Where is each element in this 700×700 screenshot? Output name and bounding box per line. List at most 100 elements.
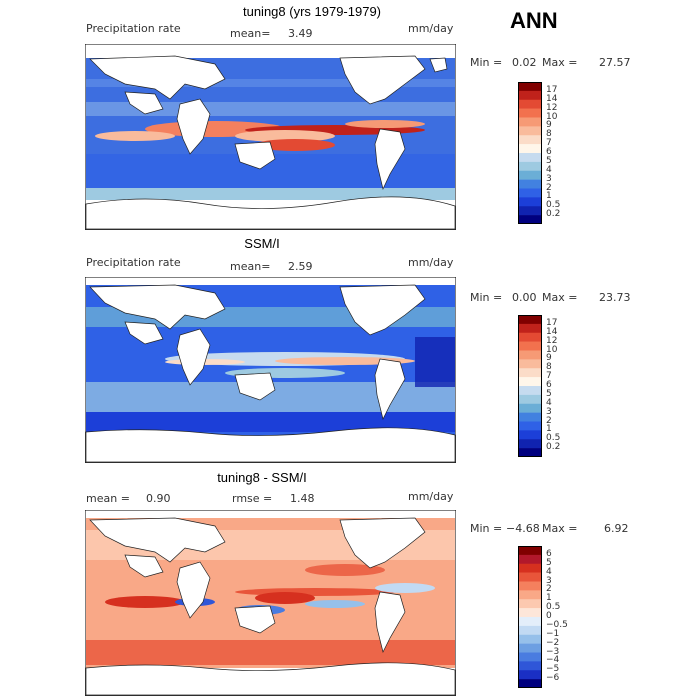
colorbar-tick-label: −6 [546,673,560,684]
colorbar-swatch [518,554,542,565]
panel3-min-label: Min = [470,522,503,535]
colorbar-swatch [518,188,542,198]
panel2-units: mm/day [408,256,454,269]
panel1-mean-label: mean= [230,27,271,40]
colorbar-tick-label: 0.5 [546,602,561,613]
colorbar-swatch [518,206,542,216]
panel1-variable-label: Precipitation rate [86,22,181,35]
colorbar-tick-label: 5 [546,388,552,399]
colorbar-tick-label: 2 [546,182,552,193]
colorbar-tick-label: 12 [546,335,558,346]
colorbar-tick-label: 3 [546,575,552,586]
colorbar-swatch [518,670,542,680]
colorbar-swatch [518,341,542,351]
panel3-min-value: −4.68 [506,522,540,535]
colorbar-tick-label: 3 [546,406,552,417]
colorbar-tick-label: −4 [546,655,560,666]
colorbar-swatch [518,581,542,591]
colorbar-swatch [518,90,542,101]
colorbar-swatch [518,617,542,627]
colorbar-tick-label: 14 [546,93,558,104]
colorbar-swatch [518,448,542,457]
colorbar-border [518,315,542,457]
colorbar-tick-label: 1 [546,191,552,202]
panel1-colorbar [518,82,542,224]
colorbar-tick-label: 7 [546,138,552,149]
panel1-max-label: Max = [542,56,578,69]
panel1-min-label: Min = [470,56,503,69]
colorbar-swatch [518,82,542,92]
panel2-mean-label: mean= [230,260,271,273]
colorbar-tick-label: 4 [546,164,552,175]
colorbar-tick-label: −3 [546,646,560,657]
colorbar-tick-label: 2 [546,415,552,426]
colorbar-swatch [518,332,542,342]
colorbar-swatch [518,386,542,396]
panel1-mean-value: 3.49 [288,27,313,40]
colorbar-swatch [518,439,542,449]
colorbar-swatch [518,135,542,145]
colorbar-tick-label: −0.5 [546,619,568,630]
colorbar-swatch [518,679,542,688]
colorbar-tick-label: 0.5 [546,433,561,444]
colorbar-swatch [518,377,542,387]
colorbar-tick-label: 5 [546,557,552,568]
colorbar-tick-label: 9 [546,353,552,364]
colorbar-tick-label: 10 [546,344,558,355]
colorbar-swatch [518,599,542,609]
colorbar-tick-label: 9 [546,120,552,131]
colorbar-swatch [518,161,542,172]
panel2-max-value: 23.73 [599,291,631,304]
colorbar-swatch [518,108,542,118]
panel2-title: SSM/I [244,236,280,251]
colorbar-swatch [518,99,542,109]
panel1-title: tuning8 (yrs 1979-1979) [242,4,382,19]
colorbar-swatch [518,170,542,180]
colorbar-tick-label: 6 [546,548,552,559]
panel1-min-value: 0.02 [512,56,537,69]
colorbar-swatch [518,117,542,127]
panel2-colorbar [518,315,542,457]
colorbar-swatch [518,430,542,440]
colorbar-swatch [518,412,542,422]
colorbar-swatch [518,421,542,431]
colorbar-tick-label: 8 [546,129,552,140]
colorbar-swatch [518,359,542,369]
panel3-title: tuning8 - SSM/I [217,470,307,485]
colorbar-tick-label: 4 [546,397,552,408]
panel1-map [85,44,456,230]
colorbar-tick-label: −1 [546,628,560,639]
colorbar-swatch [518,126,542,136]
colorbar-swatch [518,608,542,618]
colorbar-tick-label: 6 [546,147,552,157]
colorbar-tick-label: 5 [546,155,552,166]
panel3-rmse-label: rmse = [232,492,273,505]
colorbar-swatch [518,403,542,413]
colorbar-tick-label: 7 [546,371,552,382]
colorbar-swatch [518,652,542,662]
colorbar-tick-label: 12 [546,102,558,113]
colorbar-tick-label: −5 [546,664,560,675]
colorbar-swatch [518,144,542,154]
colorbar-swatch [518,368,542,378]
colorbar-tick-label: 2 [546,584,552,595]
colorbar-swatch [518,563,542,573]
colorbar-swatch [518,315,542,325]
colorbar-tick-label: 3 [546,173,552,184]
colorbar-tick-label: 0 [546,611,552,621]
panel2-min-label: Min = [470,291,503,304]
panel1-max-value: 27.57 [599,56,631,69]
colorbar-swatch [518,625,542,636]
colorbar-border [518,82,542,224]
colorbar-swatch [518,179,542,189]
panel1-units: mm/day [408,22,454,35]
panel3-mean-label: mean = [86,492,130,505]
panel3-colorbar [518,546,542,688]
colorbar-swatch [518,197,542,207]
panel3-units: mm/day [408,490,454,503]
colorbar-tick-label: 17 [546,317,558,328]
colorbar-swatch [518,643,542,653]
colorbar-tick-label: 17 [546,84,558,95]
panel3-mean-value: 0.90 [146,492,171,505]
season-label: ANN [510,8,558,33]
